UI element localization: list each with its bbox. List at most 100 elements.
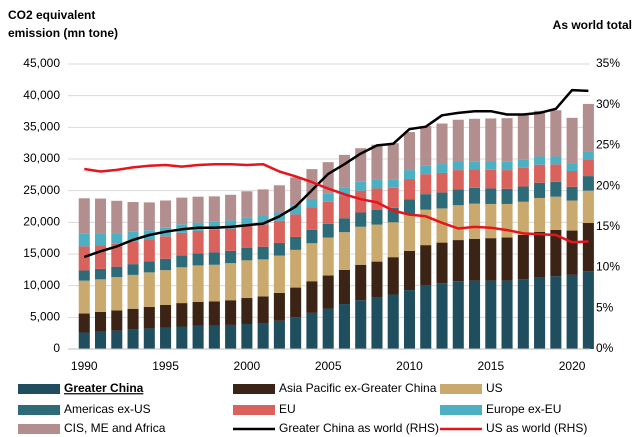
bar-segment [143,328,155,349]
bar-segment [290,249,302,288]
bar-segment [257,224,269,247]
bar-segment [225,300,237,325]
bar-segment [403,132,416,171]
bar-segment [355,226,367,265]
bar-segment [111,330,123,349]
y2-tick-label: 20% [596,178,620,192]
bar-segment [111,266,123,278]
bar-segment [127,241,139,265]
bar-segment [208,196,220,222]
bar-segment [550,276,562,349]
y2-tick-label: 35% [596,56,620,70]
bar-segment [387,294,399,349]
bar-segment [469,169,481,188]
y-tick-label: 25,000 [23,183,60,197]
y-axis-title: emission (mn tone) [8,26,118,40]
bar-segment [420,174,432,195]
legend-label: Greater China [64,381,144,395]
bar-segment [582,222,594,272]
bar-segment [208,229,220,253]
bar-segment [160,258,172,271]
bar-segment [241,260,253,299]
bar-segment [469,238,481,281]
line-series [83,88,589,259]
y2-axis-title: As world total [553,18,632,32]
bar-segment [485,118,497,162]
bar-segment [452,119,464,162]
bar-segment [192,253,204,266]
bar-segment [143,239,155,262]
legend-swatch [440,384,482,394]
bar-segment [257,296,269,324]
bar-segment [78,233,90,247]
bar-segment [192,196,204,223]
bar-segment [501,203,513,238]
bar-segment [517,115,529,160]
bar-segment [566,117,578,164]
bar-segment [420,285,432,349]
bar-segment [469,161,481,170]
bar-segment [306,198,318,208]
bar-segment [94,331,107,349]
x-tick-label: 2015 [477,359,504,373]
bar-segment [485,161,497,170]
bar-segment [387,207,399,223]
x-tick-label: 2010 [396,359,423,373]
legend-swatch [233,384,275,394]
bar-segment [225,228,237,251]
y2-tick-label: 5% [596,300,614,314]
bar-segment [403,199,416,215]
bar-segment [176,267,188,304]
bar-segment [355,181,367,191]
bar-segment [290,205,302,215]
bar-segment [192,325,204,349]
bar-segment [534,110,546,157]
bar-segment [176,197,188,225]
bar-segment [192,301,204,326]
bar-segment [338,187,350,197]
bar-segment [485,188,497,204]
bar-segment [534,182,546,198]
bar-segment [143,306,155,329]
y-tick-label: 35,000 [23,120,60,134]
bar-segment [160,304,172,328]
bar-segment [322,223,334,238]
bar-segment [517,186,529,202]
bar-segment [420,209,432,246]
bar-segment [290,214,302,237]
bar-segment [208,301,220,326]
bar-segment [208,264,220,302]
bar-segment [160,200,172,228]
bar-segment [94,311,107,332]
bar-segment [257,259,269,297]
bar-segment [176,303,188,327]
bar-segment [355,190,367,213]
x-tick-label: 1995 [152,359,179,373]
bar-segment [127,274,139,309]
bar-segment [436,164,448,173]
bar-segment [387,187,399,208]
bar-segment [257,189,269,216]
bar-segment [241,247,253,261]
bar-segment [436,208,448,243]
bar-segment [355,300,367,349]
bar-segment [78,332,90,349]
bar-segment [582,271,594,349]
bar-segment [127,202,139,232]
bar-segment [355,148,367,182]
legend-swatch [440,405,482,415]
bar-segment [111,200,123,234]
bar-segment [338,196,350,219]
bar-segment [225,250,237,264]
bar-segment [452,205,464,241]
bar-segment [420,245,432,286]
bar-segment [78,246,90,271]
bar-segment [534,277,546,349]
y2-tick-label: 0% [596,341,614,355]
bar-segment [290,287,302,318]
bar-segment [176,232,188,256]
legend-label: CIS, ME and Africa [64,421,166,435]
bar-segment [273,220,285,243]
bar-segment [338,304,350,349]
bar-segment [566,230,578,275]
